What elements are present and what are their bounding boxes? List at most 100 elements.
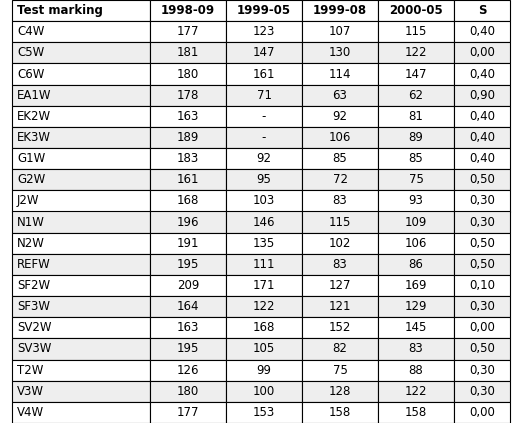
Text: SF2W: SF2W: [17, 279, 50, 292]
Bar: [226, 21, 302, 42]
Bar: [150, 338, 226, 360]
Text: 105: 105: [253, 343, 275, 355]
Bar: [378, 148, 454, 169]
Bar: [150, 233, 226, 254]
Bar: [378, 360, 454, 381]
Text: 158: 158: [405, 406, 427, 419]
Bar: [454, 148, 510, 169]
Text: 107: 107: [329, 25, 351, 38]
Text: T2W: T2W: [17, 364, 43, 376]
Bar: [454, 63, 510, 85]
Text: 169: 169: [405, 279, 427, 292]
Text: 103: 103: [253, 195, 275, 207]
Text: 115: 115: [329, 216, 351, 228]
Text: 102: 102: [329, 237, 351, 250]
Bar: [378, 254, 454, 275]
Bar: [150, 402, 226, 423]
Text: 122: 122: [253, 300, 275, 313]
Bar: [150, 190, 226, 212]
Bar: [150, 42, 226, 63]
Text: 0,50: 0,50: [469, 343, 495, 355]
Text: EA1W: EA1W: [17, 89, 52, 102]
Text: SV2W: SV2W: [17, 321, 52, 334]
Bar: [12, 254, 150, 275]
Bar: [150, 360, 226, 381]
Bar: [150, 127, 226, 148]
Bar: [12, 212, 150, 233]
Text: 191: 191: [177, 237, 199, 250]
Bar: [454, 381, 510, 402]
Text: 0,30: 0,30: [469, 385, 495, 398]
Text: 163: 163: [177, 110, 199, 123]
Bar: [378, 127, 454, 148]
Bar: [302, 338, 378, 360]
Bar: [378, 317, 454, 338]
Text: C6W: C6W: [17, 68, 44, 80]
Text: 171: 171: [253, 279, 275, 292]
Bar: [226, 381, 302, 402]
Bar: [454, 127, 510, 148]
Text: 82: 82: [333, 343, 348, 355]
Bar: [454, 169, 510, 190]
Bar: [302, 254, 378, 275]
Bar: [302, 63, 378, 85]
Bar: [302, 233, 378, 254]
Text: -: -: [262, 131, 266, 144]
Bar: [302, 85, 378, 106]
Bar: [12, 0, 150, 21]
Bar: [378, 63, 454, 85]
Bar: [454, 233, 510, 254]
Text: 0,50: 0,50: [469, 237, 495, 250]
Bar: [226, 296, 302, 317]
Bar: [12, 275, 150, 296]
Bar: [454, 254, 510, 275]
Bar: [12, 42, 150, 63]
Bar: [226, 169, 302, 190]
Bar: [12, 106, 150, 127]
Bar: [378, 275, 454, 296]
Text: 145: 145: [405, 321, 427, 334]
Bar: [378, 338, 454, 360]
Text: 127: 127: [329, 279, 351, 292]
Bar: [150, 296, 226, 317]
Text: 83: 83: [333, 195, 347, 207]
Bar: [378, 190, 454, 212]
Text: 158: 158: [329, 406, 351, 419]
Text: 126: 126: [177, 364, 199, 376]
Text: 99: 99: [256, 364, 271, 376]
Bar: [12, 148, 150, 169]
Text: 1998-09: 1998-09: [161, 4, 215, 17]
Bar: [454, 0, 510, 21]
Text: 163: 163: [177, 321, 199, 334]
Bar: [302, 127, 378, 148]
Bar: [226, 42, 302, 63]
Text: 180: 180: [177, 385, 199, 398]
Text: 177: 177: [177, 25, 199, 38]
Text: EK3W: EK3W: [17, 131, 51, 144]
Bar: [226, 233, 302, 254]
Text: SV3W: SV3W: [17, 343, 51, 355]
Bar: [12, 381, 150, 402]
Text: 92: 92: [256, 152, 271, 165]
Bar: [378, 106, 454, 127]
Bar: [302, 190, 378, 212]
Bar: [150, 106, 226, 127]
Bar: [302, 317, 378, 338]
Text: V3W: V3W: [17, 385, 44, 398]
Text: C4W: C4W: [17, 25, 44, 38]
Text: 114: 114: [329, 68, 351, 80]
Text: 0,40: 0,40: [469, 25, 495, 38]
Text: 153: 153: [253, 406, 275, 419]
Bar: [226, 106, 302, 127]
Text: 85: 85: [333, 152, 347, 165]
Bar: [226, 402, 302, 423]
Text: 0,40: 0,40: [469, 131, 495, 144]
Text: 161: 161: [253, 68, 275, 80]
Text: REFW: REFW: [17, 258, 51, 271]
Text: 195: 195: [177, 343, 199, 355]
Text: 92: 92: [333, 110, 348, 123]
Bar: [454, 317, 510, 338]
Text: 93: 93: [409, 195, 423, 207]
Text: 106: 106: [405, 237, 427, 250]
Text: 88: 88: [409, 364, 423, 376]
